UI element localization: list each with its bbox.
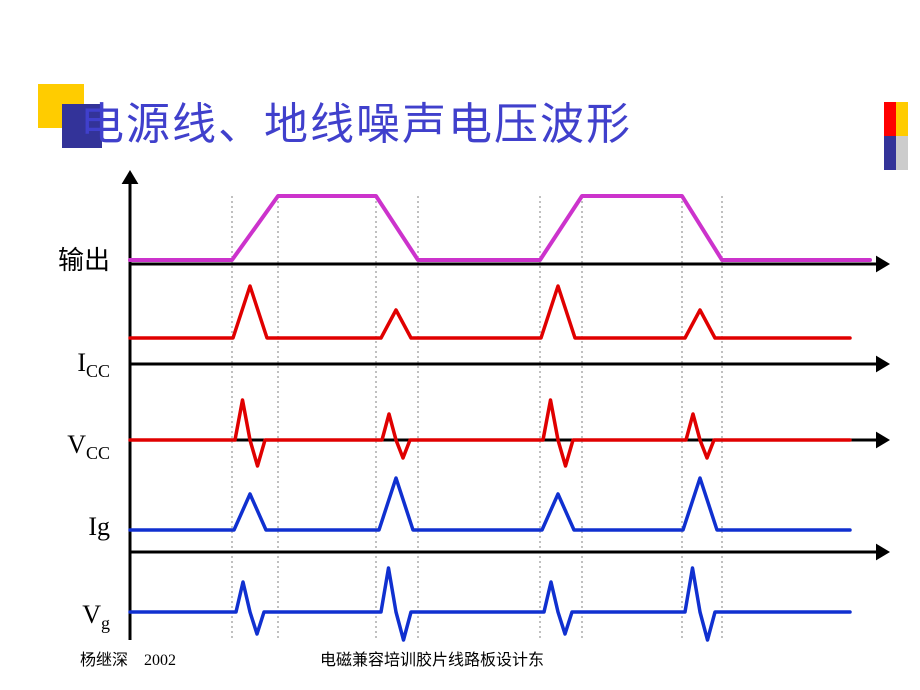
waveform-chart: 输出 ICC VCC Ig Vg	[0, 160, 920, 650]
decoration-block	[896, 102, 908, 136]
waveform-row-label: ICC	[10, 348, 110, 382]
decoration-block	[884, 102, 896, 136]
waveform-row-label: 输出	[10, 240, 110, 277]
footer-author: 杨继深 2002	[80, 646, 176, 670]
footer-caption: 电磁兼容培训胶片线路板设计东	[320, 646, 544, 670]
waveform-row-label: Ig	[10, 512, 110, 542]
waveform-row-label: VCC	[10, 430, 110, 464]
slide-title: 电源线、地线噪声电压波形	[80, 88, 632, 152]
waveform-row-label: Vg	[10, 600, 110, 634]
